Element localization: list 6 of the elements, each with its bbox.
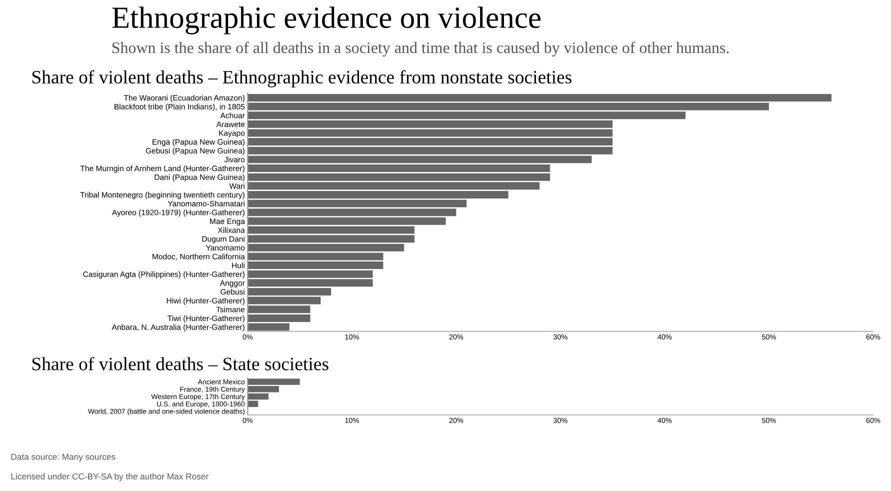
source-note: Data source: Many sources	[11, 454, 116, 462]
chart-title: Share of violent deaths – Ethnographic evidence from nonstate societies	[32, 70, 572, 88]
chart-title: Share of violent deaths – State societies	[32, 356, 328, 370]
text: Licensed under CC-BY-SA by the author Max Roser	[11, 473, 208, 482]
text: Ethnographic evidence on violence	[112, 6, 540, 34]
text: Shown is the share of all deaths in a society and time that is caused by violence of other humans.	[112, 42, 729, 56]
